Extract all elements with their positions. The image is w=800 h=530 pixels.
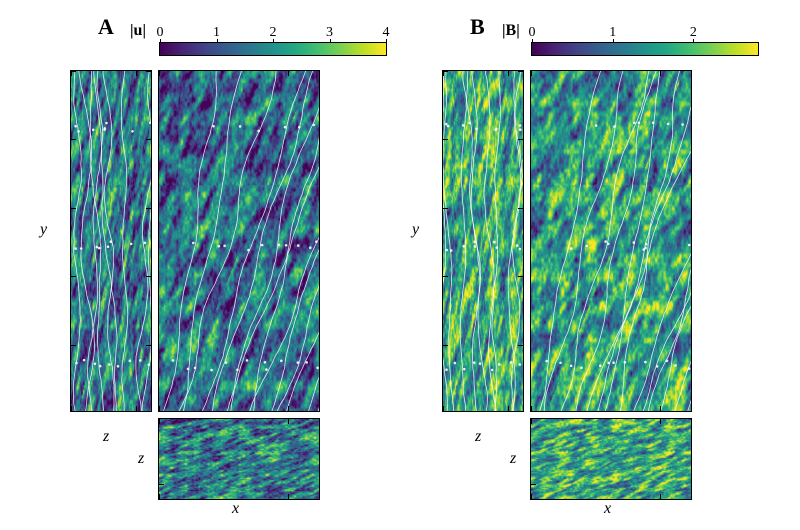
panel-a-plot-xy: 0 bbox=[158, 70, 320, 412]
panel-a-variable: |u| bbox=[130, 22, 146, 40]
panel-b-zlabel-bottom: z bbox=[510, 450, 516, 468]
panel-b-xlabel: x bbox=[604, 500, 611, 518]
panel-b-ylabel: y bbox=[412, 221, 419, 239]
panel-a-zlabel-bottom: z bbox=[138, 450, 144, 468]
panel-b-label: B bbox=[470, 14, 485, 40]
panel-a-xlabel: x bbox=[232, 500, 239, 518]
panel-a-colorbar: 01234 bbox=[159, 42, 387, 56]
panel-a-plot-zy-canvas bbox=[71, 71, 151, 411]
panel-b-variable: |B| bbox=[502, 22, 520, 40]
panel-a-label: A bbox=[98, 14, 114, 40]
panel-b-zlabel-top: z bbox=[475, 428, 481, 446]
panel-b-plot-xz: 0105 bbox=[530, 418, 692, 500]
panel-a-plot-xz-canvas bbox=[159, 419, 319, 499]
panel-b-plot-zy: 051015202505 bbox=[442, 70, 524, 412]
panel-b-colorbar: 012 bbox=[531, 42, 759, 56]
panel-b-plot-xy-canvas bbox=[531, 71, 691, 411]
panel-b-plot-zy-canvas bbox=[443, 71, 523, 411]
panel-b-plot-xy: 0 bbox=[530, 70, 692, 412]
panel-a-plot-zy: 051015202505 bbox=[70, 70, 152, 412]
panel-a-ylabel: y bbox=[40, 221, 47, 239]
panel-b-plot-xz-canvas bbox=[531, 419, 691, 499]
panel-a-zlabel-top: z bbox=[103, 428, 109, 446]
panel-a-plot-xy-canvas bbox=[159, 71, 319, 411]
panel-a-plot-xz: 0105 bbox=[158, 418, 320, 500]
